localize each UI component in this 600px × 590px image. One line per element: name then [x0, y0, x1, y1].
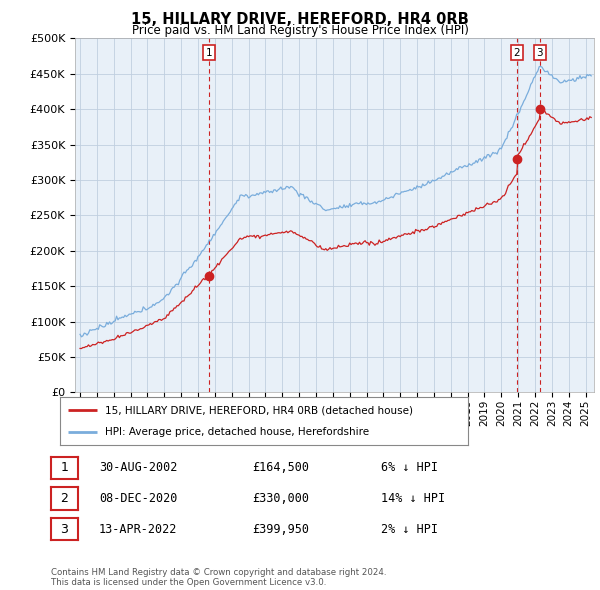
Text: 15, HILLARY DRIVE, HEREFORD, HR4 0RB (detached house): 15, HILLARY DRIVE, HEREFORD, HR4 0RB (de…	[105, 405, 413, 415]
Text: 1: 1	[61, 461, 68, 474]
Text: Price paid vs. HM Land Registry's House Price Index (HPI): Price paid vs. HM Land Registry's House …	[131, 24, 469, 37]
Text: 2% ↓ HPI: 2% ↓ HPI	[381, 523, 438, 536]
Text: 08-DEC-2020: 08-DEC-2020	[99, 492, 178, 505]
Text: 1: 1	[206, 48, 212, 57]
Text: 15, HILLARY DRIVE, HEREFORD, HR4 0RB: 15, HILLARY DRIVE, HEREFORD, HR4 0RB	[131, 12, 469, 27]
Text: 6% ↓ HPI: 6% ↓ HPI	[381, 461, 438, 474]
Text: 2: 2	[61, 492, 68, 505]
Text: £330,000: £330,000	[252, 492, 309, 505]
Text: HPI: Average price, detached house, Herefordshire: HPI: Average price, detached house, Here…	[105, 427, 369, 437]
Text: 13-APR-2022: 13-APR-2022	[99, 523, 178, 536]
Text: 3: 3	[536, 48, 543, 57]
Text: 3: 3	[61, 523, 68, 536]
Text: £164,500: £164,500	[252, 461, 309, 474]
Text: £399,950: £399,950	[252, 523, 309, 536]
Text: Contains HM Land Registry data © Crown copyright and database right 2024.
This d: Contains HM Land Registry data © Crown c…	[51, 568, 386, 587]
Text: 30-AUG-2002: 30-AUG-2002	[99, 461, 178, 474]
Text: 14% ↓ HPI: 14% ↓ HPI	[381, 492, 445, 505]
Text: 2: 2	[514, 48, 520, 57]
